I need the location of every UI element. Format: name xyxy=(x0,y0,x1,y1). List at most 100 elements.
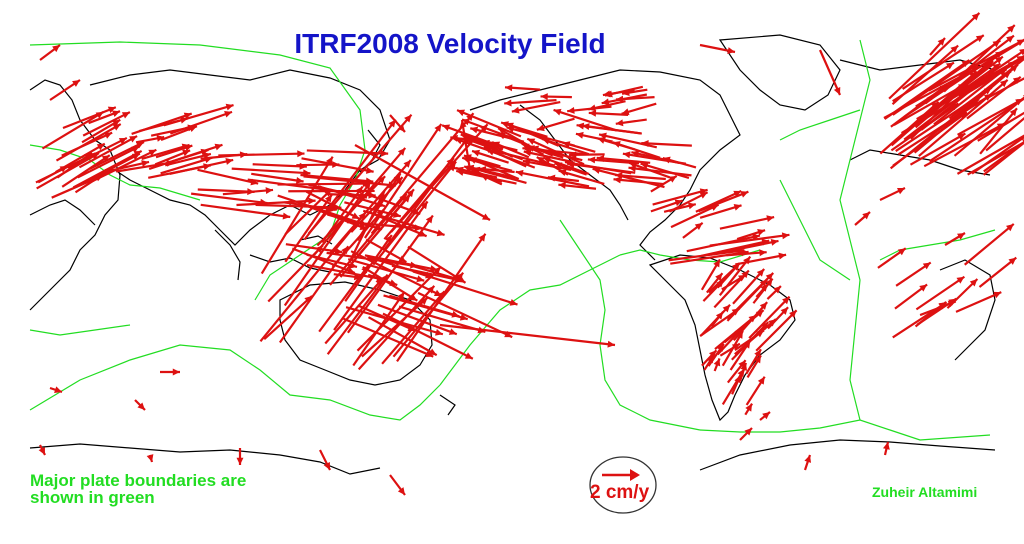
velocity-vector-270 xyxy=(755,283,769,298)
velocity-vector-343 xyxy=(884,59,971,120)
velocity-vector-185 xyxy=(467,135,504,151)
velocity-vector-138 xyxy=(389,294,460,318)
velocity-vector-51 xyxy=(252,162,307,170)
velocity-vector-140 xyxy=(354,144,491,221)
velocity-vector-372 xyxy=(739,427,753,441)
velocity-vector-8 xyxy=(83,152,141,185)
velocity-vector-367 xyxy=(134,399,146,411)
velocity-vector-184 xyxy=(466,164,516,179)
velocity-vector-56 xyxy=(301,157,374,174)
plate-boundary-5 xyxy=(559,219,701,431)
velocity-vector-373 xyxy=(803,454,812,471)
velocity-vector-332 xyxy=(982,141,1024,176)
velocity-vector-219 xyxy=(615,118,647,127)
velocity-vector-316 xyxy=(978,77,1024,104)
plate-boundary-9 xyxy=(779,179,851,281)
velocity-vector-348 xyxy=(948,57,1024,120)
velocity-vector-45 xyxy=(200,203,291,220)
plate-boundary-8 xyxy=(839,39,871,421)
velocity-vector-98 xyxy=(313,147,407,256)
coastline-9 xyxy=(469,69,741,261)
coastline-4 xyxy=(249,254,331,273)
velocity-vector-233 xyxy=(736,229,766,241)
velocity-vector-337 xyxy=(903,50,1004,118)
velocity-vector-53 xyxy=(231,167,311,177)
velocity-vector-279 xyxy=(726,359,747,384)
velocity-vector-208 xyxy=(576,122,642,135)
velocity-vector-11 xyxy=(55,123,122,162)
velocity-vector-145 xyxy=(49,79,81,101)
velocity-vector-132 xyxy=(377,303,458,336)
plate-boundary-note: Major plate boundaries are shown in gree… xyxy=(30,472,350,506)
velocity-vector-217 xyxy=(540,93,572,101)
velocity-vector-350 xyxy=(956,134,1024,175)
velocity-vector-245 xyxy=(929,37,946,56)
velocity-vector-192 xyxy=(562,141,596,153)
velocity-vector-211 xyxy=(553,108,617,132)
scale-indicator xyxy=(589,456,657,514)
velocity-vector-341 xyxy=(916,74,992,121)
velocity-vector-257 xyxy=(706,272,724,294)
velocity-vector-31 xyxy=(110,160,150,172)
velocity-vector-369 xyxy=(319,449,331,471)
velocity-vector-216 xyxy=(621,102,657,116)
velocity-vector-207 xyxy=(554,162,587,176)
coastline-1 xyxy=(29,199,96,226)
velocity-vector-330 xyxy=(888,12,981,100)
velocity-vector-294 xyxy=(686,233,761,253)
velocity-vector-221 xyxy=(588,109,629,117)
velocity-vector-250 xyxy=(767,306,789,330)
velocity-vector-258 xyxy=(699,307,741,337)
scale-arrow xyxy=(602,469,640,481)
plate-boundary-2 xyxy=(29,344,441,421)
coastline-16 xyxy=(29,443,381,475)
velocity-vector-306 xyxy=(928,38,1024,92)
velocity-vector-141 xyxy=(439,323,616,348)
velocity-vector-183 xyxy=(470,126,525,143)
velocity-vector-374 xyxy=(882,441,890,456)
velocity-vector-203 xyxy=(541,137,590,156)
velocity-vector-120 xyxy=(284,188,333,236)
velocity-vector-137 xyxy=(398,261,461,282)
velocity-vector-266 xyxy=(732,268,766,305)
velocity-vector-292 xyxy=(735,252,787,266)
velocity-vector-1 xyxy=(82,111,131,137)
velocity-vector-59 xyxy=(197,188,255,196)
map-title: ITRF2008 Velocity Field xyxy=(294,28,606,59)
velocity-vector-220 xyxy=(504,84,541,92)
plate-boundaries xyxy=(29,39,996,441)
coastline-7 xyxy=(279,281,433,386)
velocity-vector-212 xyxy=(558,181,597,190)
velocity-vector-168 xyxy=(500,121,548,138)
velocity-vector-50 xyxy=(218,150,305,158)
velocity-vector-285 xyxy=(707,343,725,367)
velocity-vector-161 xyxy=(523,149,573,163)
velocity-vector-360 xyxy=(877,247,907,269)
velocity-vector-275 xyxy=(721,330,744,367)
coastline-10 xyxy=(519,104,629,221)
velocity-vector-39 xyxy=(141,143,190,160)
velocity-vector-110 xyxy=(307,113,413,235)
velocity-vector-48 xyxy=(306,149,389,157)
note-line-1: Major plate boundaries are xyxy=(30,471,247,490)
velocity-vector-370 xyxy=(389,474,406,496)
plate-boundary-12 xyxy=(779,109,861,141)
velocity-vector-356 xyxy=(955,291,1002,313)
velocity-vector-226 xyxy=(588,100,626,112)
coastline-11 xyxy=(718,34,841,111)
velocity-vector-193 xyxy=(515,169,590,188)
coastline-17 xyxy=(699,439,996,471)
velocity-vector-136 xyxy=(367,316,438,357)
velocity-vector-143 xyxy=(459,119,472,171)
velocity-vector-365 xyxy=(944,232,966,246)
velocity-vector-204 xyxy=(631,150,680,165)
velocity-vector-227 xyxy=(615,95,655,103)
velocity-vector-144 xyxy=(39,44,61,61)
velocity-vector-363 xyxy=(892,301,948,339)
velocity-vector-19 xyxy=(78,135,138,169)
velocity-vector-317 xyxy=(979,107,1018,155)
velocity-vector-111 xyxy=(263,295,313,341)
velocity-vector-34 xyxy=(148,143,223,171)
velocity-vector-377 xyxy=(759,411,771,421)
velocity-vector-47 xyxy=(251,172,304,184)
